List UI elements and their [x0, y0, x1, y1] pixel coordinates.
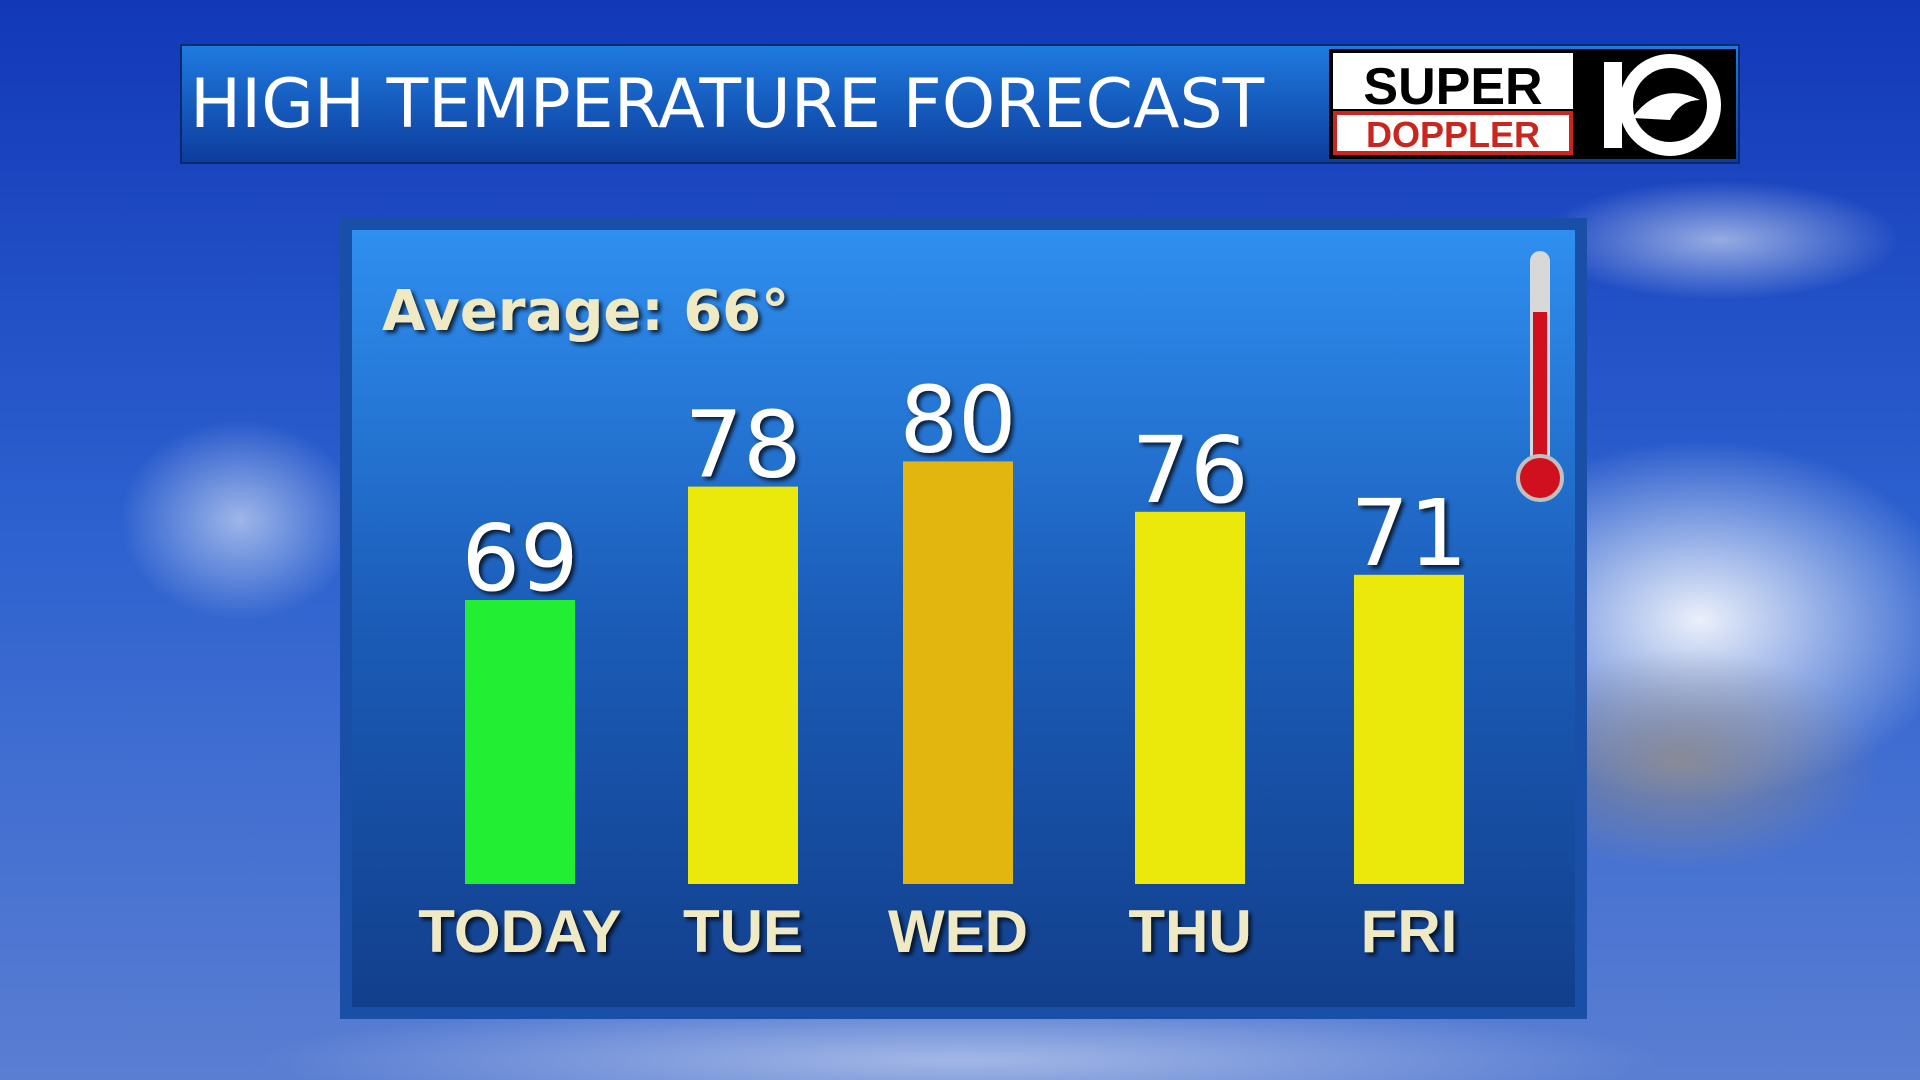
x-tick-label: TODAY: [418, 898, 621, 965]
logo-panel: [1333, 53, 1573, 109]
logo-text: DOPPLER: [1366, 114, 1540, 155]
bar: [903, 461, 1013, 884]
x-tick-label: FRI: [1361, 898, 1458, 965]
x-tick-label: WED: [888, 898, 1028, 965]
thermometer: [1533, 312, 1547, 482]
logo-text: SUPER: [1363, 58, 1542, 116]
cloud: [260, 1000, 1660, 1080]
cloud: [120, 420, 360, 620]
plot: 69 TODAY 78 TUE 80 WED 76 THU 71 FRI: [418, 366, 1467, 965]
bar: [465, 600, 575, 884]
logo-mark: [1619, 54, 1721, 156]
x-tick-label: THU: [1128, 898, 1251, 965]
thermometer: [1516, 454, 1564, 502]
bar: [688, 486, 798, 884]
value-label: 76: [1131, 417, 1248, 524]
value-label: 71: [1350, 480, 1467, 587]
chart-title: HIGH TEMPERATURE FORECAST: [190, 65, 1265, 144]
logo-panel: [1337, 115, 1569, 151]
bar: [1135, 511, 1245, 884]
logo-mark: [1632, 93, 1700, 120]
x-tick-label: TUE: [683, 898, 803, 965]
logo-mark: [1604, 62, 1622, 148]
bar: [1354, 574, 1464, 884]
value-label: 80: [899, 366, 1016, 473]
value-label: 78: [684, 392, 801, 499]
annotation: Average: 66°: [382, 279, 789, 344]
value-label: 69: [461, 505, 578, 612]
cloud: [1540, 180, 1900, 300]
